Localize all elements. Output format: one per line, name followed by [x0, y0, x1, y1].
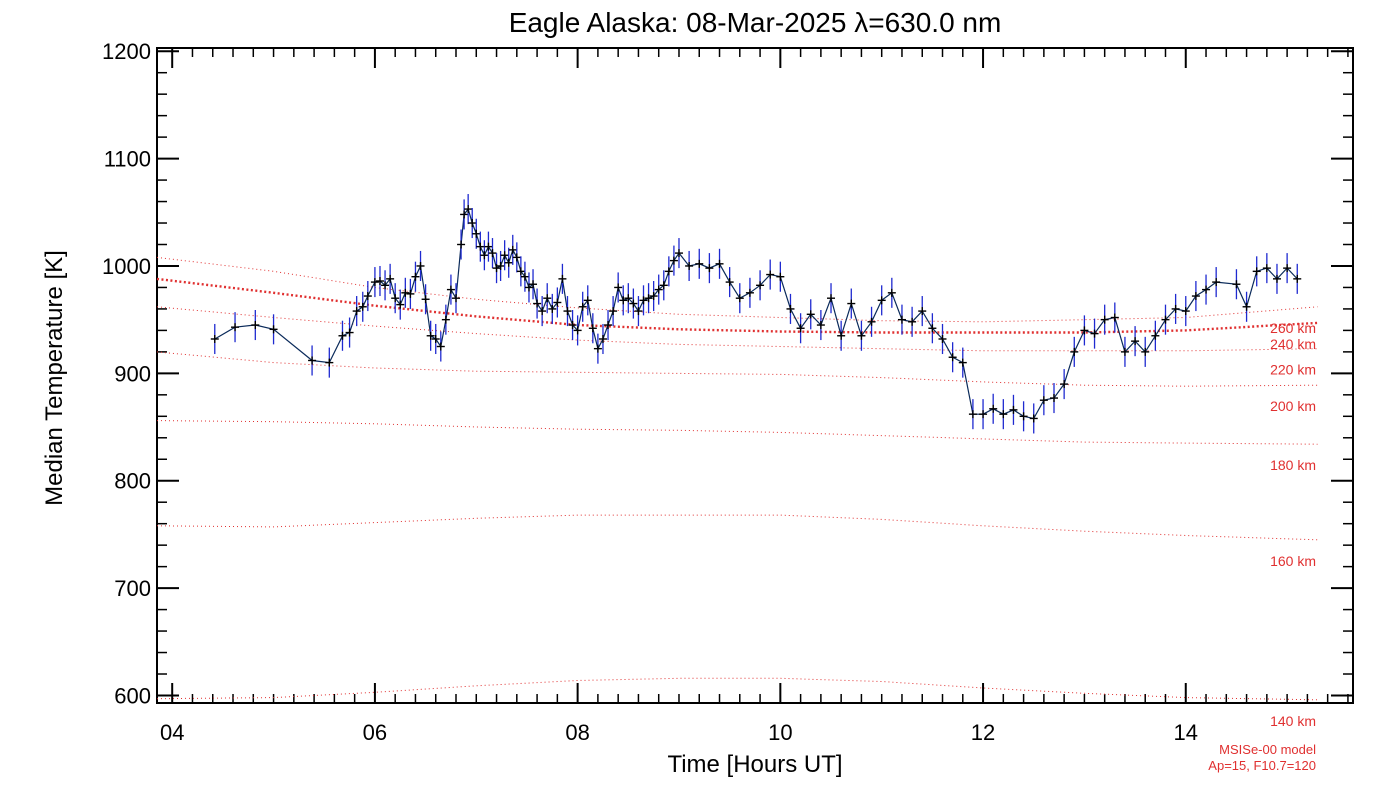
model-curve-label: 200 km [1270, 398, 1316, 414]
y-tick-label: 1200 [102, 39, 151, 64]
y-tick-label: 1100 [104, 147, 151, 172]
model-curve-220-km [156, 306, 1318, 352]
model-curve-label: 240 km [1270, 336, 1316, 352]
model-curve-260-km [156, 256, 1318, 323]
y-tick-label: 700 [114, 576, 151, 601]
x-tick-label: 12 [971, 720, 995, 745]
plot-frame [156, 47, 1354, 704]
y-tick-label: 900 [114, 361, 151, 386]
model-curve-180-km [156, 420, 1318, 445]
x-tick-label: 14 [1174, 720, 1198, 745]
model-curve-label: 160 km [1270, 553, 1316, 569]
x-axis: 04 06 08 10 12 14 [160, 48, 1349, 745]
model-params-label: Ap=15, F10.7=120 [1208, 758, 1316, 773]
measurement-series [210, 194, 1302, 434]
y-tick-label: 1000 [102, 254, 151, 279]
x-tick-label: 10 [768, 720, 792, 745]
model-curve-label: 220 km [1270, 362, 1316, 378]
x-axis-label: Time [Hours UT] [667, 751, 842, 778]
model-curve-200-km [156, 351, 1318, 387]
model-curve-240-km [156, 277, 1318, 334]
model-curve-160-km [156, 514, 1318, 541]
model-curve-140-km [156, 677, 1318, 701]
y-axis-label: Median Temperature [K] [41, 250, 68, 506]
y-axis: 600 700 800 900 1000 1100 1200 [102, 39, 1353, 708]
model-curves [156, 256, 1318, 701]
model-curve-labels: 140 km 160 km 180 km 200 km 220 km 240 km260 … [1270, 320, 1316, 729]
chart-title: Eagle Alaska: 08-Mar-2025 λ=630.0 nm [509, 7, 1002, 38]
model-curve-label: 260 km [1270, 320, 1316, 336]
x-tick-label: 04 [160, 720, 184, 745]
y-tick-label: 600 [114, 683, 151, 708]
model-curve-label: 180 km [1270, 457, 1316, 473]
measurement-line [214, 207, 1298, 420]
model-name-label: MSISe-00 model [1219, 742, 1316, 757]
y-tick-label: 800 [114, 469, 151, 494]
x-tick-label: 06 [363, 720, 387, 745]
x-tick-label: 08 [565, 720, 589, 745]
model-curve-label: 140 km [1270, 713, 1316, 729]
